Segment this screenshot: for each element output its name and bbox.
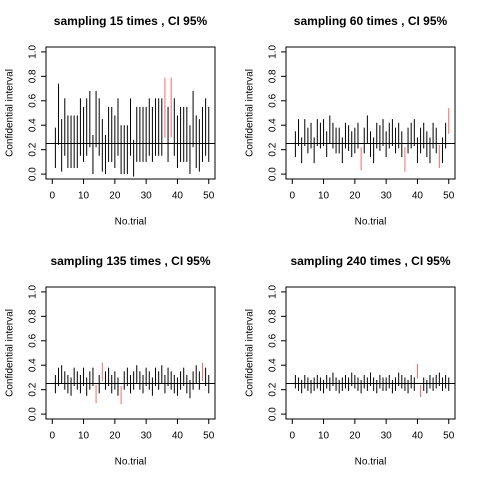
panel: sampling 240 times , CI 95% No.trial Confi… [245, 254, 456, 468]
x-tick-label: 0 [289, 431, 295, 442]
y-axis-label: Confidential interval [5, 309, 16, 397]
y-tick-label: 0.8 [268, 309, 279, 323]
y-tick-label: 0.4 [268, 118, 279, 132]
y-tick-label: 0.6 [28, 93, 39, 107]
x-tick-label: 0 [289, 191, 295, 202]
x-tick-label: 50 [443, 431, 455, 442]
y-tick-label: 0.6 [28, 333, 39, 347]
y-tick-label: 0.0 [268, 167, 279, 181]
y-axis-label: Confidential interval [245, 69, 256, 157]
x-tick-label: 40 [412, 191, 424, 202]
y-tick-label: 0.2 [268, 142, 279, 156]
panel-title: sampling 15 times , CI 95% [54, 14, 208, 28]
x-tick-label: 40 [412, 431, 424, 442]
y-tick-label: 0.8 [28, 309, 39, 323]
x-tick-label: 10 [318, 191, 330, 202]
x-tick-label: 30 [141, 191, 153, 202]
y-tick-label: 0.6 [268, 333, 279, 347]
y-tick-label: 0.2 [28, 382, 39, 396]
y-tick-label: 0.4 [28, 358, 39, 372]
y-tick-label: 1.0 [268, 45, 279, 59]
x-tick-label: 20 [109, 431, 121, 442]
y-tick-label: 1.0 [28, 285, 39, 299]
x-tick-label: 50 [443, 191, 455, 202]
x-tick-label: 20 [109, 191, 121, 202]
plot-frame [285, 46, 456, 180]
y-tick-label: 0.0 [28, 167, 39, 181]
y-tick-label: 0.4 [268, 358, 279, 372]
panel: sampling 15 times , CI 95% No.trial Confid… [5, 14, 216, 228]
y-axis-label: Confidential interval [5, 69, 16, 157]
x-axis-label: No.trial [355, 217, 387, 228]
x-tick-label: 30 [381, 431, 393, 442]
panel-title: sampling 60 times , CI 95% [294, 14, 448, 28]
x-tick-label: 0 [49, 191, 55, 202]
y-axis-label: Confidential interval [245, 309, 256, 397]
y-tick-label: 0.0 [28, 407, 39, 421]
x-tick-label: 30 [141, 431, 153, 442]
x-tick-label: 40 [172, 431, 184, 442]
x-tick-label: 20 [349, 431, 361, 442]
y-tick-label: 0.4 [28, 118, 39, 132]
y-tick-label: 1.0 [268, 285, 279, 299]
y-tick-label: 0.6 [268, 93, 279, 107]
plot-frame [45, 286, 216, 420]
x-tick-label: 0 [49, 431, 55, 442]
x-tick-label: 40 [172, 191, 184, 202]
panel-title: sampling 240 times , CI 95% [290, 254, 450, 268]
x-tick-label: 10 [318, 431, 330, 442]
x-axis-label: No.trial [115, 217, 147, 228]
y-tick-label: 0.0 [268, 407, 279, 421]
plot-frame [285, 286, 456, 420]
x-tick-label: 30 [381, 191, 393, 202]
x-tick-label: 10 [78, 191, 90, 202]
x-tick-label: 20 [349, 191, 361, 202]
x-axis-label: No.trial [355, 457, 387, 468]
x-tick-label: 50 [203, 431, 215, 442]
y-tick-label: 0.2 [28, 142, 39, 156]
x-tick-label: 10 [78, 431, 90, 442]
y-tick-label: 1.0 [28, 45, 39, 59]
y-tick-label: 0.8 [28, 69, 39, 83]
panel: sampling 135 times , CI 95% No.trial Confi… [5, 254, 216, 468]
panel-title: sampling 135 times , CI 95% [50, 254, 210, 268]
plot-frame [45, 46, 216, 180]
panel: sampling 60 times , CI 95% No.trial Confid… [245, 14, 456, 228]
x-tick-label: 50 [203, 191, 215, 202]
y-tick-label: 0.2 [268, 382, 279, 396]
y-tick-label: 0.8 [268, 69, 279, 83]
x-axis-label: No.trial [115, 457, 147, 468]
